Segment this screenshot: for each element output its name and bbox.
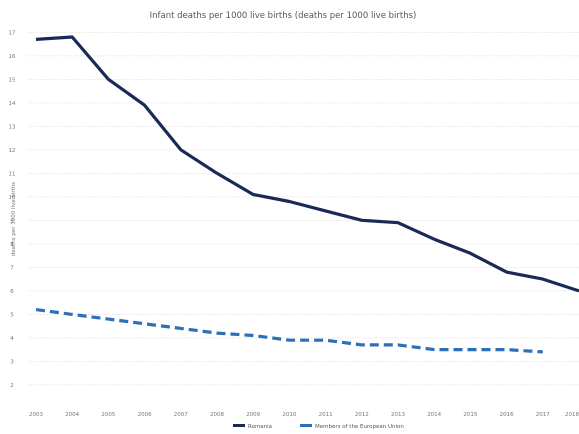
y-tick-label: 17: [9, 30, 16, 36]
x-tick-label: 2012: [355, 412, 369, 418]
legend-label: Members of the European Union: [315, 424, 404, 430]
legend-label: Romania: [248, 424, 272, 430]
y-tick-label: 7: [10, 265, 14, 271]
x-tick-label: 2011: [319, 412, 333, 418]
series-lines: [35, 35, 579, 354]
x-tick-label: 2004: [65, 412, 79, 418]
y-axis-ticks: 2 3 4 5 6 7 8 9 10 11 12 13 14 15 16 17: [9, 30, 16, 389]
x-tick-label: 2013: [391, 412, 405, 418]
legend: Romania Members of the European Union: [233, 424, 404, 430]
y-tick-label: 6: [10, 289, 14, 295]
x-tick-label: 2017: [536, 412, 550, 418]
y-tick-label: 15: [9, 77, 16, 83]
x-tick-label: 2018: [565, 412, 579, 418]
x-tick-label: 2006: [138, 412, 152, 418]
y-tick-label: 10: [9, 195, 16, 201]
x-tick-label: 2005: [101, 412, 115, 418]
x-tick-label: 2008: [210, 412, 224, 418]
y-axis-label: deaths per 1000 live births: [11, 182, 17, 256]
y-tick-label: 4: [10, 336, 14, 342]
y-tick-label: 14: [9, 101, 16, 107]
x-tick-label: 2007: [174, 412, 188, 418]
legend-swatch: [233, 424, 245, 427]
series-line-romania: [35, 35, 579, 293]
x-tick-label: 2014: [427, 412, 441, 418]
x-tick-label: 2016: [500, 412, 514, 418]
x-tick-label: 2010: [282, 412, 296, 418]
x-tick-label: 2015: [463, 412, 477, 418]
y-tick-label: 16: [9, 54, 16, 60]
y-tick-label: 13: [9, 124, 16, 130]
y-tick-label: 11: [9, 171, 16, 177]
x-tick-label: 2009: [246, 412, 260, 418]
x-tick-label: 2003: [29, 412, 43, 418]
y-tick-label: 3: [10, 359, 14, 365]
y-tick-label: 5: [10, 312, 14, 318]
legend-swatch: [300, 424, 312, 427]
y-tick-label: 2: [10, 383, 14, 389]
y-tick-label: 12: [9, 148, 16, 154]
y-tick-label: 9: [10, 218, 14, 224]
y-tick-label: 8: [10, 242, 14, 248]
x-axis-ticks: 2003 2004 2005 2006 2007 2008 2009 2010 2011 2012…: [29, 412, 579, 418]
chart-title: Infant deaths per 1000 live births (deat…: [150, 11, 417, 21]
gridlines: [28, 31, 579, 386]
series-line-eu-members: [35, 308, 543, 354]
